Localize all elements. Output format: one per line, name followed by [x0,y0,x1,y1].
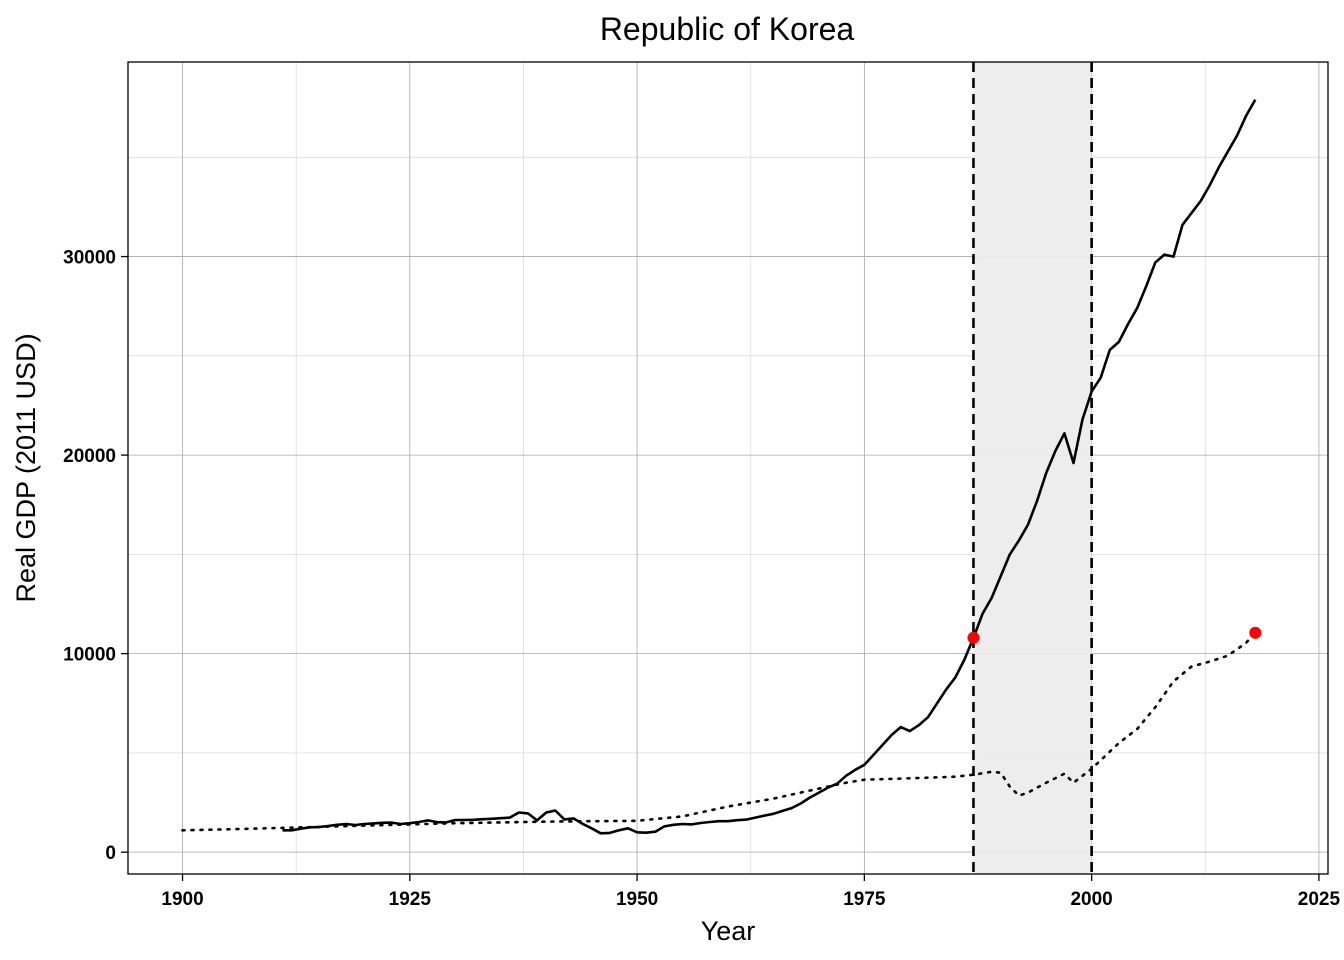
panel-border [127,61,1329,875]
y-axis-title: Real GDP (2011 USD) [11,333,41,602]
x-tick-label: 1925 [389,889,432,910]
x-tick-label: 2000 [1070,889,1112,910]
y-tick-label: 20000 [63,446,116,467]
series-line-dotted [181,631,1257,832]
x-tick-label: 2025 [1298,889,1341,910]
highlight-point [967,631,980,644]
chart-title: Republic of Korea [600,11,855,47]
y-tick-label: 0 [105,843,116,864]
x-tick-label: 1950 [616,889,658,910]
y-tick-label: 10000 [63,645,116,666]
plot-area: 1900 1925 1950 1975 2000 2025 0 10000 20000 30000 [63,61,1341,910]
x-axis-title: Year [701,916,756,946]
highlight-point [1249,626,1262,639]
x-tick-label: 1975 [843,889,886,910]
shaded-region [973,62,1092,874]
x-tick-label: 1900 [161,889,203,910]
y-tick-label: 30000 [63,248,116,269]
